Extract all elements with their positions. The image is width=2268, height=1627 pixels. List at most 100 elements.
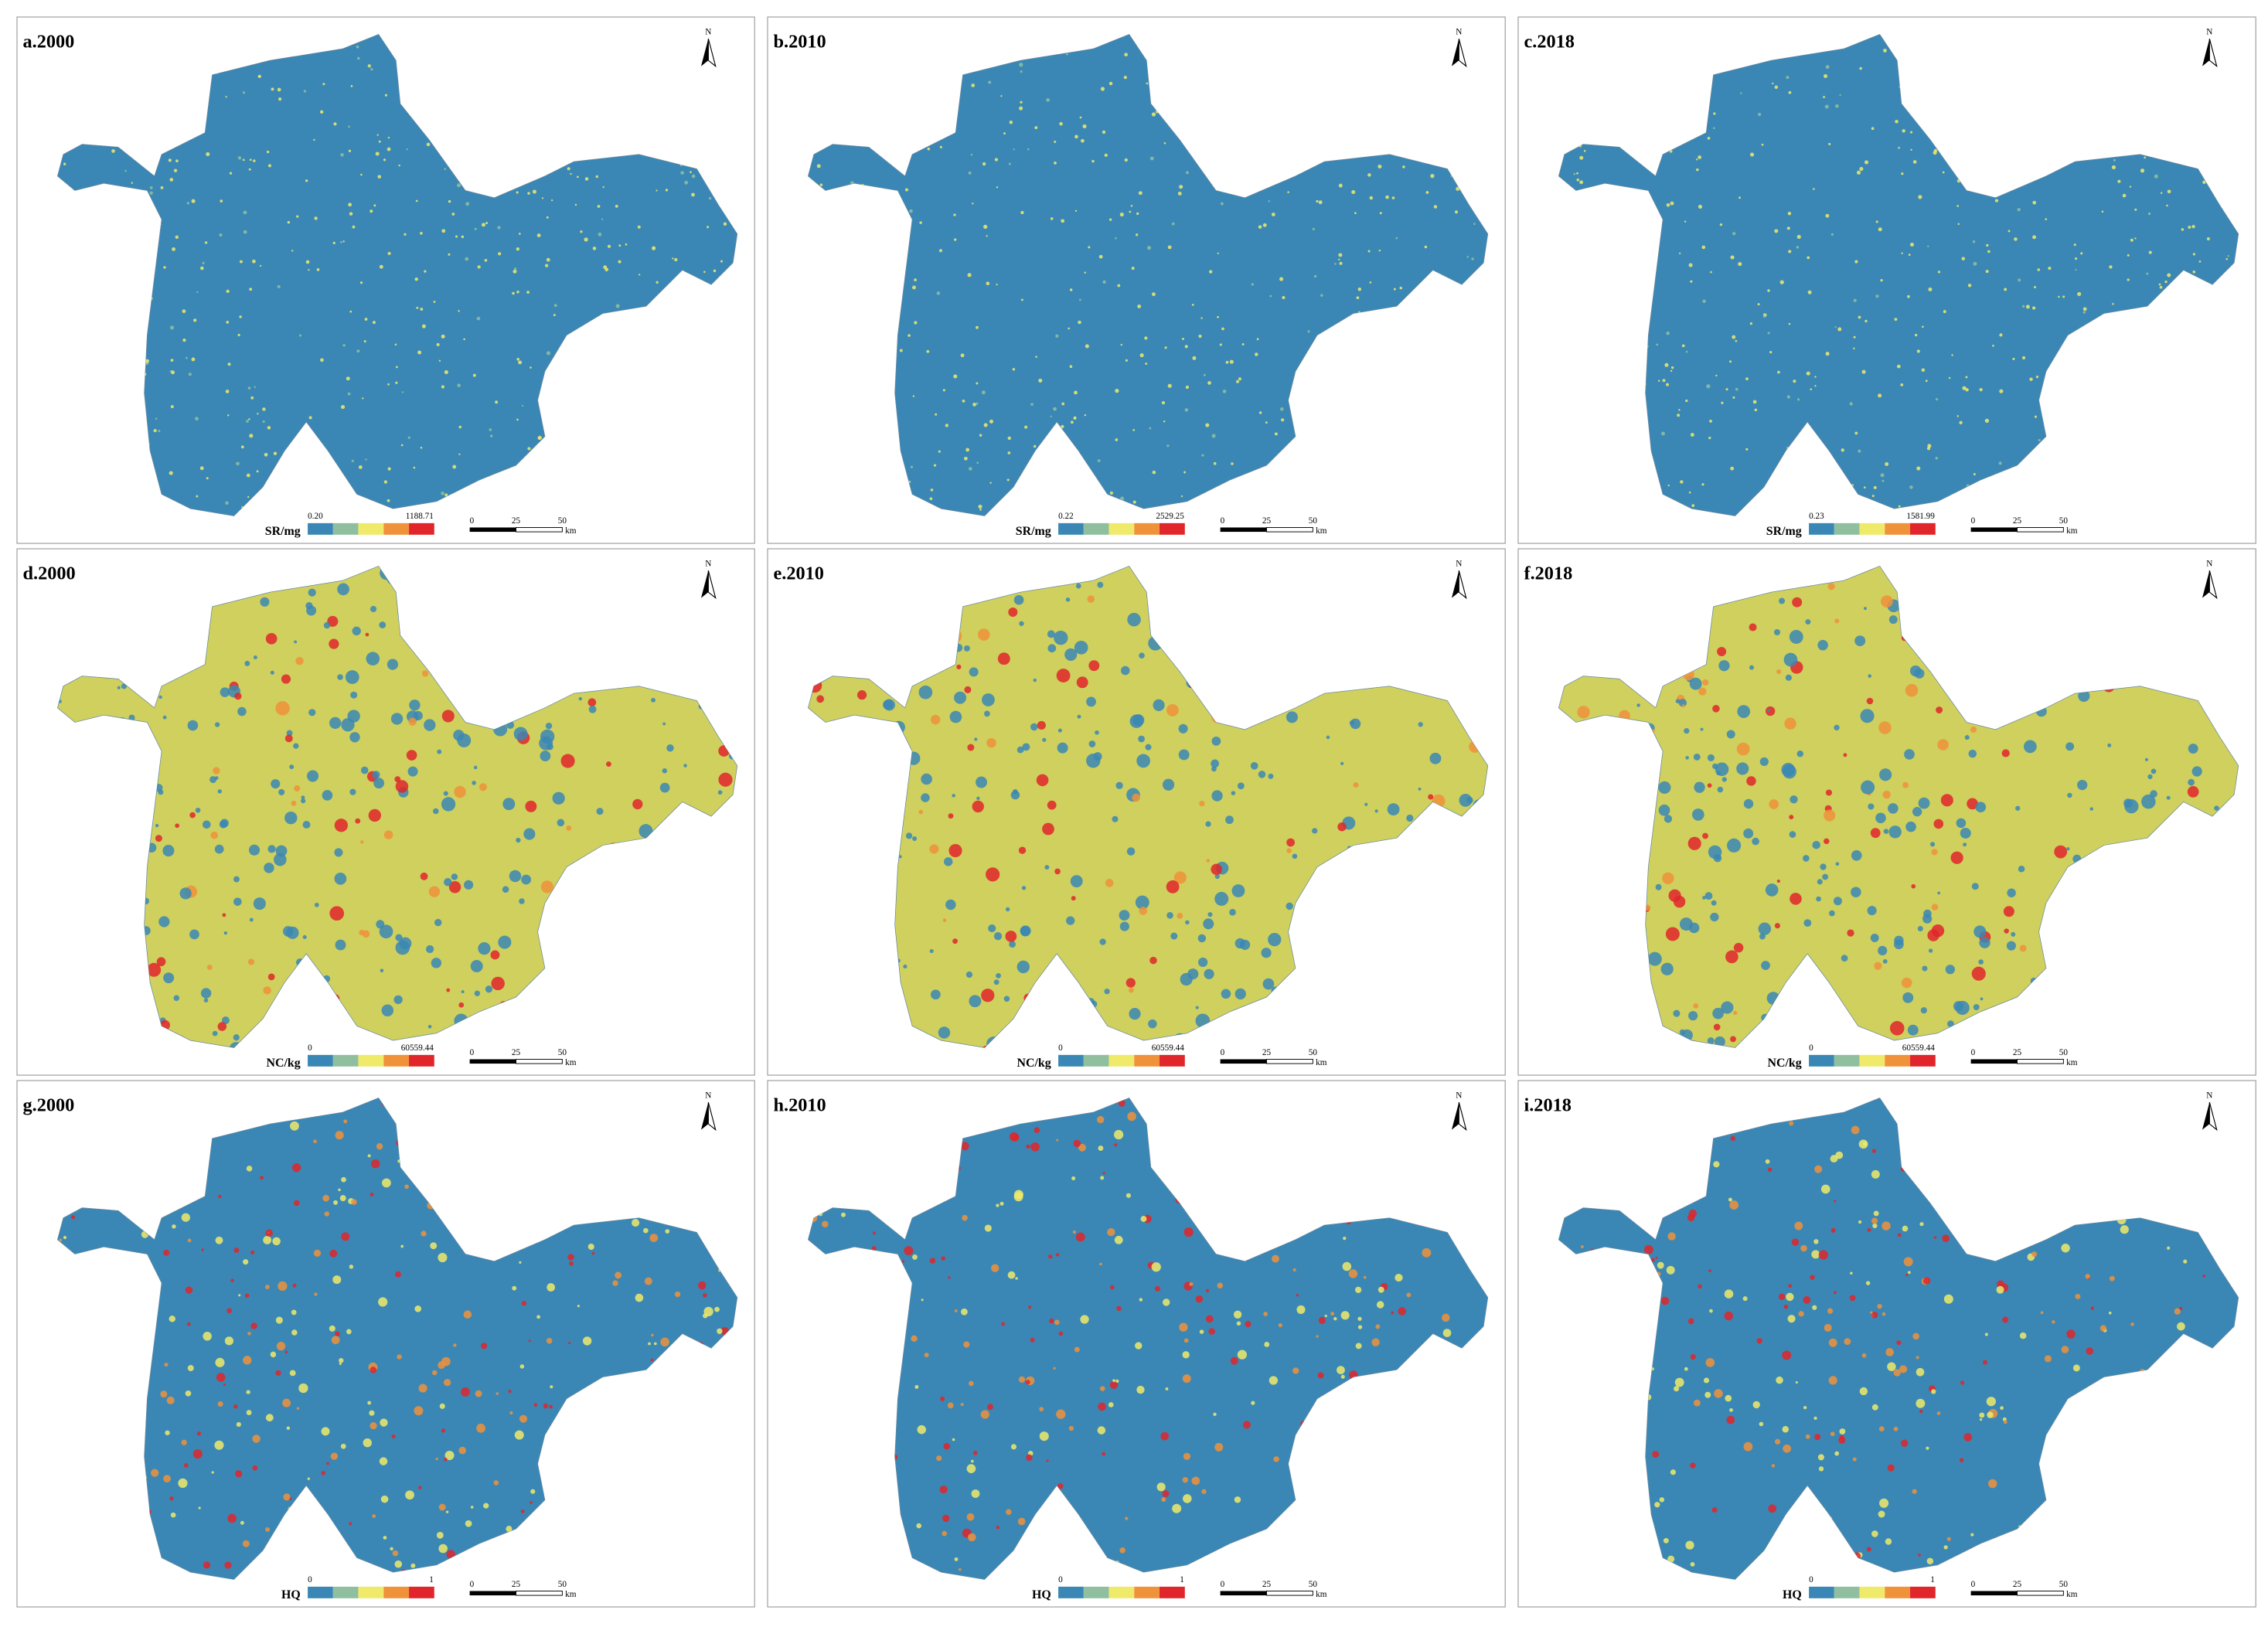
region-patch [871, 1246, 877, 1251]
region-patch [420, 446, 423, 449]
region-patch [1115, 1379, 1119, 1383]
region-patch [240, 445, 244, 449]
region-patch [1657, 1261, 1664, 1269]
region-patch [2158, 283, 2161, 286]
region-patch [1888, 803, 1899, 814]
region-patch [993, 979, 999, 985]
region-patch [439, 1403, 445, 1409]
region-patch [1662, 872, 1674, 885]
region-patch [2052, 1320, 2055, 1324]
region-patch [1030, 1142, 1040, 1152]
region-patch [1182, 1476, 1189, 1483]
region-patch [291, 1329, 298, 1336]
region-patch [1183, 1494, 1192, 1503]
region-patch [333, 122, 337, 126]
region-patch [935, 413, 938, 416]
region-patch [308, 269, 310, 271]
region-patch [584, 237, 588, 242]
region-patch [2061, 1346, 2069, 1353]
region-patch [1959, 420, 1963, 424]
region-patch [1286, 848, 1292, 853]
region-patch [1387, 803, 1400, 816]
region-patch [1207, 912, 1213, 917]
region-patch [1681, 344, 1685, 348]
region-patch [1256, 338, 1259, 341]
region-patch [2148, 250, 2152, 254]
region-patch [1783, 1304, 1789, 1309]
region-patch [1684, 1367, 1688, 1371]
region-patch [252, 1465, 258, 1471]
region-patch [1161, 1497, 1166, 1503]
region-patch [1963, 1433, 1973, 1441]
region-patch [196, 495, 199, 498]
legend-swatch [1134, 522, 1160, 535]
region-patch [1192, 356, 1197, 360]
region-patch [1870, 1311, 1873, 1314]
region-patch [372, 771, 380, 779]
region-patch [1237, 1350, 1248, 1360]
scale-label: 0 [1221, 1048, 1225, 1057]
region-patch [2147, 774, 2153, 780]
region-patch [988, 924, 996, 933]
region-patch [1871, 1404, 1878, 1411]
region-patch [1803, 1406, 1807, 1410]
region-patch [2085, 1274, 2090, 1279]
region-patch [293, 743, 299, 749]
region-patch [1681, 704, 1685, 708]
region-patch [1721, 777, 1727, 782]
region-patch [1679, 252, 1681, 254]
region-patch [637, 225, 641, 229]
region-patch [574, 203, 577, 206]
region-patch [1984, 418, 1990, 423]
region-patch [1693, 1399, 1701, 1407]
region-patch [1102, 280, 1106, 284]
region-patch [1353, 781, 1359, 788]
region-patch [420, 308, 424, 311]
region-patch [267, 973, 275, 981]
region-patch [2160, 192, 2163, 194]
region-patch [316, 267, 320, 271]
region-patch [1104, 989, 1110, 995]
region-patch [1340, 1311, 1350, 1320]
panel-label: e.2010 [773, 563, 824, 584]
region-patch [1707, 1037, 1715, 1045]
region-patch [457, 733, 472, 747]
region-patch [1313, 274, 1317, 278]
legend-max: 60559.44 [1152, 1043, 1184, 1053]
region-patch [996, 1203, 999, 1207]
scale-unit: km [565, 1590, 577, 1599]
region-patch [444, 878, 452, 887]
region-patch [1861, 1353, 1867, 1358]
region-patch [1109, 491, 1114, 495]
region-patch [1854, 431, 1858, 435]
region-patch [690, 171, 692, 174]
region-patch [296, 215, 299, 218]
region-patch [350, 691, 358, 699]
scale-label: 25 [1262, 1580, 1272, 1589]
legend-title: SR/mg [1766, 525, 1802, 538]
region-patch [1918, 1553, 1921, 1557]
region-patch [1823, 96, 1825, 98]
region-patch [1035, 356, 1037, 358]
region-patch [1292, 1367, 1299, 1374]
region-patch [1364, 802, 1368, 806]
region-patch [940, 1396, 945, 1401]
region-patch [1807, 290, 1812, 294]
region-patch [421, 324, 426, 328]
region-patch [2073, 243, 2076, 247]
region-patch [1137, 305, 1142, 308]
region-patch [1807, 256, 1810, 260]
region-patch [298, 334, 302, 337]
region-patch [351, 1199, 357, 1205]
region-patch [1074, 390, 1078, 395]
region-patch [1839, 94, 1841, 97]
region-patch [498, 252, 502, 256]
region-patch [326, 1462, 329, 1465]
region-patch [916, 1523, 921, 1529]
region-patch [1814, 376, 1817, 378]
region-patch [364, 318, 368, 321]
region-patch [329, 716, 342, 729]
region-patch [1009, 1132, 1019, 1142]
region-patch [2001, 749, 2010, 757]
region-patch [372, 321, 376, 325]
